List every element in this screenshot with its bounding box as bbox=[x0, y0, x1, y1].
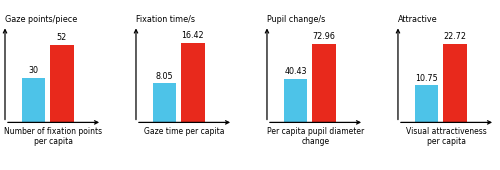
Text: 30: 30 bbox=[28, 66, 38, 75]
Bar bbox=[284, 79, 307, 122]
Bar bbox=[182, 43, 204, 122]
Bar bbox=[415, 85, 438, 122]
Text: Attractive: Attractive bbox=[398, 15, 438, 24]
Text: 52: 52 bbox=[57, 33, 67, 42]
Text: Fixation time/s: Fixation time/s bbox=[136, 15, 195, 24]
Bar bbox=[444, 44, 466, 122]
Bar bbox=[22, 78, 45, 122]
X-axis label: Visual attractiveness
per capita: Visual attractiveness per capita bbox=[406, 127, 487, 146]
X-axis label: Per capita pupil diameter
change: Per capita pupil diameter change bbox=[267, 127, 364, 146]
X-axis label: Number of fixation points
per capita: Number of fixation points per capita bbox=[4, 127, 102, 146]
Bar bbox=[153, 83, 176, 122]
Text: Gaze points/piece: Gaze points/piece bbox=[5, 15, 77, 24]
Text: 72.96: 72.96 bbox=[312, 32, 336, 41]
Text: 22.72: 22.72 bbox=[444, 32, 466, 41]
Text: Pupil change/s: Pupil change/s bbox=[267, 15, 325, 24]
Bar bbox=[50, 45, 74, 122]
Text: 16.42: 16.42 bbox=[182, 31, 204, 40]
Bar bbox=[312, 44, 336, 122]
Text: 40.43: 40.43 bbox=[284, 67, 306, 76]
X-axis label: Gaze time per capita: Gaze time per capita bbox=[144, 127, 225, 135]
Text: 8.05: 8.05 bbox=[156, 72, 174, 81]
Text: 10.75: 10.75 bbox=[415, 74, 438, 83]
